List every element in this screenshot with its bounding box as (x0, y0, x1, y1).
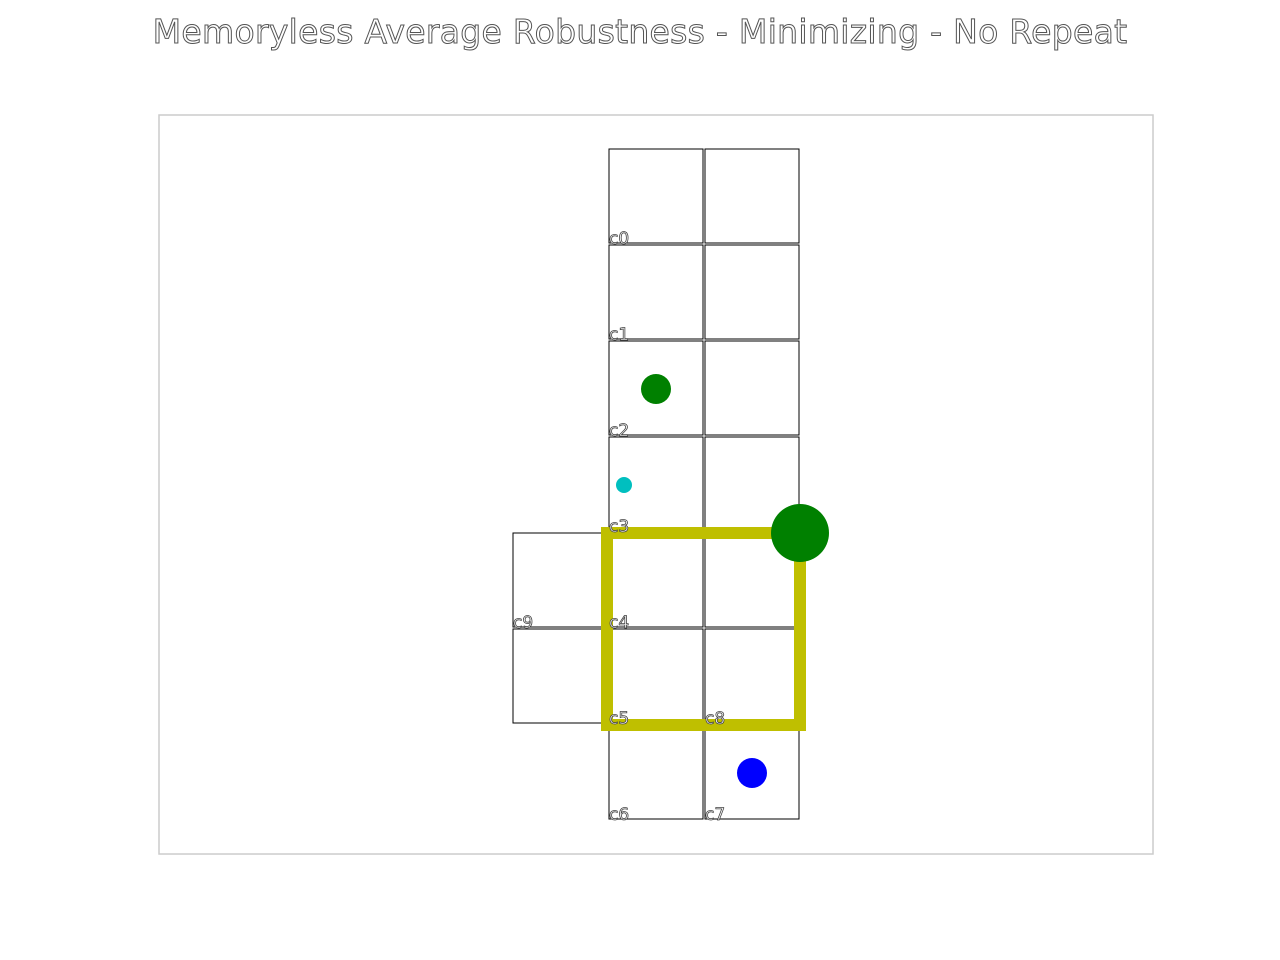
goal-marker-large (771, 504, 829, 562)
cell-label-c0: c0 (609, 229, 629, 249)
plot-title: Memoryless Average Robustness - Minimizi… (152, 12, 1128, 52)
cell-label-c2: c2 (609, 421, 629, 441)
grid-cell (512, 628, 608, 724)
cell-label-c4: c4 (609, 613, 629, 633)
grid-cell (704, 340, 800, 436)
cell-label-c3: c3 (609, 517, 629, 537)
grid-cell (608, 244, 704, 340)
goal-marker (641, 374, 671, 404)
grid-cell (608, 148, 704, 244)
path-line (601, 527, 806, 731)
grid-cell (608, 340, 704, 436)
cell-label-c7: c7 (705, 805, 725, 825)
cell-label-c6: c6 (609, 805, 629, 825)
cell-label-c1: c1 (609, 325, 629, 345)
cell-label-c5: c5 (609, 709, 629, 729)
cell-label-c9: c9 (513, 613, 533, 633)
grid-cell (704, 148, 800, 244)
cell-label-c8: c8 (705, 709, 725, 729)
small-marker (616, 477, 632, 493)
plot-frame (158, 114, 1154, 855)
grid-cells (512, 148, 800, 820)
grid-cell (704, 244, 800, 340)
start-marker (737, 758, 767, 788)
cell-labels: c0 c1 c2 c3 c4 c5 c6 c7 c8 c9 (513, 229, 726, 826)
